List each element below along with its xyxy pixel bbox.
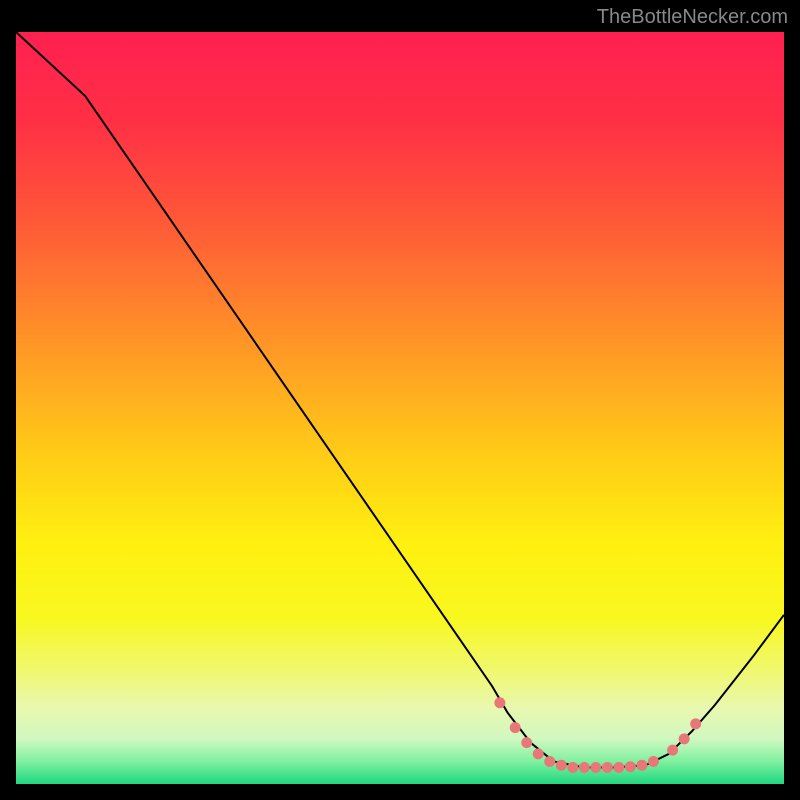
marker-point <box>579 762 590 773</box>
marker-point <box>679 733 690 744</box>
chart-background <box>16 32 784 784</box>
marker-point <box>613 762 624 773</box>
marker-point <box>510 722 521 733</box>
marker-point <box>602 762 613 773</box>
marker-point <box>494 697 505 708</box>
marker-point <box>567 762 578 773</box>
marker-point <box>667 745 678 756</box>
marker-point <box>544 756 555 767</box>
watermark-text: TheBottleNecker.com <box>597 6 788 29</box>
marker-point <box>690 718 701 729</box>
marker-point <box>521 737 532 748</box>
marker-point <box>625 761 636 772</box>
marker-point <box>533 748 544 759</box>
marker-point <box>648 756 659 767</box>
chart-svg <box>0 0 800 800</box>
marker-point <box>636 760 647 771</box>
chart-container: TheBottleNecker.com <box>0 0 800 800</box>
marker-point <box>590 762 601 773</box>
marker-point <box>556 760 567 771</box>
